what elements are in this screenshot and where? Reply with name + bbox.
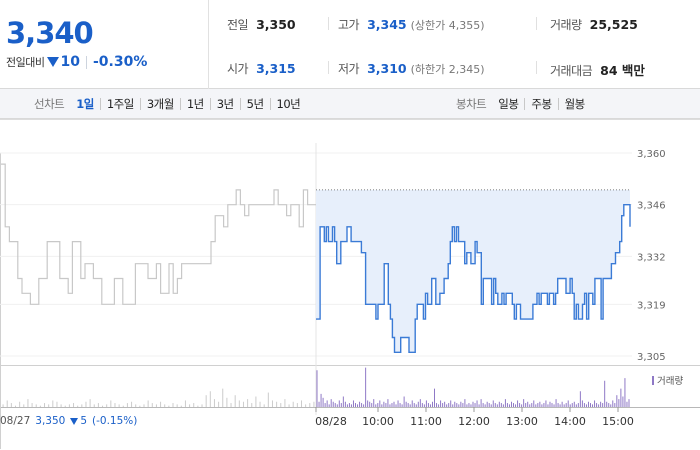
tab-3m[interactable]: 3개월 (146, 97, 174, 111)
stat-label: 시가 (227, 62, 249, 76)
stat-value: 3,310 (367, 61, 407, 76)
upper-limit: (상한가 4,355) (410, 19, 485, 32)
stat-label: 전일 (227, 18, 249, 32)
tab-1y[interactable]: 1년 (186, 97, 204, 111)
divider (85, 55, 87, 69)
tab-1d[interactable]: 1일 (76, 97, 94, 111)
stat-value: 3,315 (256, 61, 296, 76)
prev-day-percent: (-0.15%) (92, 415, 138, 427)
prev-day-change: 5 (80, 415, 88, 427)
change-amount: 10 (60, 54, 80, 70)
y-tick-label: 3,360 (637, 149, 666, 160)
stat-label: 고가 (338, 18, 360, 32)
stat-value: 25,525 (589, 17, 638, 32)
x-tick-label: 10:00 (362, 415, 394, 428)
divider (328, 61, 329, 74)
down-arrow-icon (70, 417, 79, 425)
divider (99, 98, 101, 110)
stat-open: 시가 3,315 (227, 60, 296, 77)
tab-daily[interactable]: 일봉 (498, 97, 519, 111)
divider (239, 98, 241, 110)
prev-day-close: 3,350 (35, 415, 66, 427)
line-chart-tabs: 선차트 1일 1주일 3개월 1년 3년 5년 10년 (34, 89, 301, 119)
y-tick-label: 3,305 (637, 352, 666, 363)
divider (557, 98, 559, 110)
stat-label: 거래량 (550, 18, 582, 32)
chart-tab-bar: 선차트 1일 1주일 3개월 1년 3년 5년 10년 봉차트 일봉 주봉 월봉 (0, 89, 700, 119)
volume-legend-swatch (652, 375, 654, 385)
change-label: 전일대비 (6, 56, 45, 69)
tab-1w[interactable]: 1주일 (106, 97, 134, 111)
line-chart-title: 선차트 (34, 97, 65, 111)
stat-high: 고가 3,345 (상한가 4,355) (338, 16, 485, 33)
volume-legend: 거래량 (652, 373, 683, 387)
today-price-line (316, 204, 631, 353)
divider (139, 98, 141, 110)
tab-10y[interactable]: 10년 (276, 97, 301, 111)
tab-monthly[interactable]: 월봉 (564, 97, 586, 111)
down-arrow-icon (47, 57, 60, 67)
divider (536, 17, 537, 30)
current-price-box: 3,340 전일대비 10 -0.30% (0, 0, 209, 89)
y-tick-label: 3,346 (637, 201, 666, 212)
intraday-chart: 3,360 3,346 3,332 3,319 3,305 08/28 10:00 11:00… (0, 119, 700, 450)
stat-volume: 거래량 25,525 (550, 16, 638, 33)
divider (536, 61, 537, 74)
tab-weekly[interactable]: 주봉 (531, 97, 552, 111)
prev-day-price-line (1, 163, 316, 305)
prev-day-info: 08/27 3,350 5 (-0.15%) (0, 415, 137, 427)
lower-limit: (하한가 2,345) (410, 63, 485, 76)
divider (269, 98, 271, 110)
stat-label: 거래대금 (550, 64, 593, 78)
x-tick-label: 11:00 (410, 415, 442, 428)
change-percent: -0.30% (92, 54, 148, 70)
divider (179, 98, 181, 110)
x-tick-label: 08/28 (315, 415, 347, 428)
today-area-fill (316, 189, 630, 353)
change-row: 전일대비 10 -0.30% (6, 54, 147, 70)
stat-prev-close: 전일 3,350 (227, 16, 296, 33)
y-tick-label: 3,332 (637, 252, 666, 263)
stat-value: 3,350 (256, 17, 296, 32)
x-tick-label: 15:00 (602, 415, 634, 428)
stat-value: 84 백만 (600, 63, 645, 78)
volume-legend-label: 거래량 (657, 376, 684, 387)
stat-amount: 거래대금 84 백만 (550, 60, 645, 79)
divider (524, 98, 526, 110)
x-tick-label: 13:00 (506, 415, 538, 428)
tab-5y[interactable]: 5년 (246, 97, 264, 111)
prev-day-date: 08/27 (0, 415, 31, 427)
y-tick-label: 3,319 (637, 300, 666, 311)
x-tick-label: 12:00 (458, 415, 490, 428)
divider (328, 17, 329, 30)
tab-3y[interactable]: 3년 (216, 97, 234, 111)
divider (209, 98, 211, 110)
current-price: 3,340 (6, 16, 94, 50)
x-tick-label: 14:00 (554, 415, 586, 428)
stat-low: 저가 3,310 (하한가 2,345) (338, 60, 485, 77)
candle-chart-title: 봉차트 (456, 97, 487, 111)
price-summary: 3,340 전일대비 10 -0.30% 전일 3,350 고가 3,345 (… (0, 0, 700, 89)
candle-chart-tabs: 봉차트 일봉 주봉 월봉 (456, 89, 585, 119)
stat-value: 3,345 (367, 17, 407, 32)
stat-label: 저가 (338, 62, 360, 76)
price-chart-svg: 3,360 3,346 3,332 3,319 3,305 08/28 10:00 11:00… (0, 119, 700, 449)
